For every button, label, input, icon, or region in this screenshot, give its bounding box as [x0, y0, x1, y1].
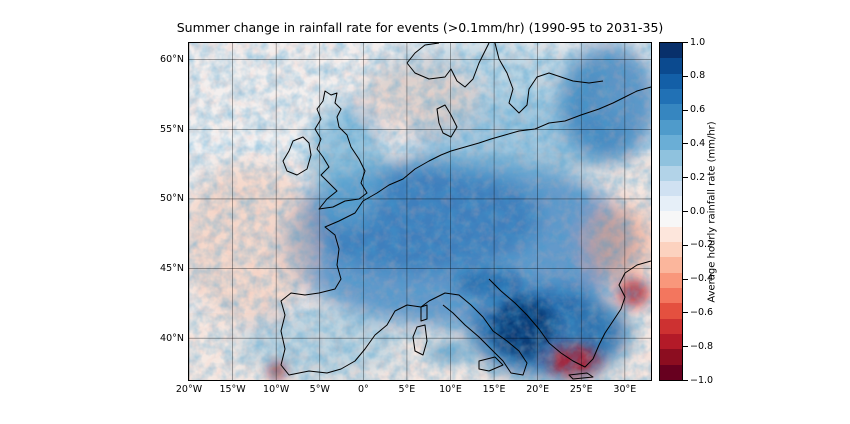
colorbar-tick-mark — [683, 177, 688, 179]
coastline-sardinia — [412, 324, 428, 356]
coastline-balkans-greece — [488, 260, 651, 368]
colorbar-tick-label: −0.8 — [690, 340, 714, 352]
map-svg — [189, 43, 651, 380]
colorbar-tick-mark — [683, 380, 688, 381]
lon-tick-label: 15°E — [482, 384, 506, 395]
coastline-corsica — [420, 304, 428, 322]
colorbar-segment — [660, 303, 682, 319]
colorbar-tick-mark — [683, 143, 688, 145]
colorbar-segment — [660, 211, 682, 227]
colorbar-tick-label: 0.0 — [690, 205, 706, 217]
coastline-italy — [428, 292, 528, 376]
colorbar-tick-label: −0.4 — [690, 273, 714, 285]
colorbar-segment — [660, 288, 682, 304]
coastline-ireland — [282, 136, 312, 176]
colorbar-tick-mark — [683, 278, 688, 280]
colorbar-segment — [660, 73, 682, 89]
colorbar-segment — [660, 88, 682, 105]
colorbar-tick-label: −0.6 — [690, 306, 714, 318]
colorbar-segment — [660, 119, 682, 135]
lon-tick-label: 5°E — [398, 384, 416, 395]
lat-tick-label: 60°N — [160, 54, 184, 66]
colorbar-segment — [660, 196, 682, 212]
colorbar-segment — [660, 349, 682, 365]
lat-tick-label: 45°N — [160, 263, 184, 275]
colorbar-segment — [660, 242, 682, 258]
lon-tick-label: 20°E — [526, 384, 550, 395]
coastline-france-iberia — [280, 200, 430, 376]
lon-tick-label: 5°W — [309, 384, 330, 395]
lon-tick-label: 0° — [357, 384, 369, 395]
colorbar-tick-label: −0.2 — [690, 239, 714, 251]
lon-tick-label: 15°W — [219, 384, 246, 395]
coastline-great-britain — [314, 90, 368, 210]
gridlines — [189, 43, 651, 380]
colorbar-segment — [660, 226, 682, 243]
colorbar-segment — [660, 43, 682, 59]
colorbar-tick-mark — [683, 211, 688, 212]
colorbar-segment — [660, 364, 682, 380]
colorbar-tick-mark — [683, 346, 688, 348]
lon-tick-label: 10°W — [263, 384, 290, 395]
lon-tick-label: 10°E — [439, 384, 462, 395]
texture-red — [189, 43, 651, 380]
coastline-sicily — [478, 356, 504, 372]
colorbar-tick-mark — [683, 75, 688, 77]
lon-tick-label: 25°E — [569, 384, 593, 395]
colorbar-tick-label: 0.6 — [690, 104, 706, 116]
colorbar-segment — [660, 333, 682, 350]
colorbar-segment — [660, 104, 682, 120]
coastline-denmark — [436, 104, 458, 138]
colorbar-tick-label: 0.2 — [690, 171, 706, 183]
coastline-mainland-north — [362, 86, 651, 202]
colorbar-segment — [660, 272, 682, 288]
colorbar-tick-mark — [683, 244, 688, 246]
lat-tick-label: 50°N — [160, 193, 184, 205]
colorbar — [659, 42, 683, 381]
colorbar-segment — [660, 257, 682, 273]
colorbar-tick-label: 0.8 — [690, 70, 706, 82]
coastlines — [280, 43, 651, 380]
coastline-scandinavia — [406, 43, 604, 114]
colorbar-title: Average hourly rainfall rate (mm/hr) — [706, 121, 718, 303]
colorbar-segment — [660, 150, 682, 166]
lat-tick-label: 55°N — [160, 123, 184, 135]
colorbar-tick-label: −1.0 — [690, 374, 714, 386]
colorbar-segment — [660, 134, 682, 151]
colorbar-segment — [660, 165, 682, 181]
map-panel — [188, 42, 652, 381]
colorbar-tick-mark — [683, 312, 688, 314]
map-title: Summer change in rainfall rate for event… — [176, 20, 664, 35]
colorbar-segment — [660, 318, 682, 334]
colorbar-segment — [660, 180, 682, 197]
lon-tick-label: 30°E — [613, 384, 637, 395]
lon-tick-label: 20°W — [175, 384, 203, 395]
colorbar-segment — [660, 58, 682, 74]
colorbar-tick-label: 1.0 — [690, 36, 706, 48]
colorbar-tick-label: 0.4 — [690, 137, 706, 149]
lat-tick-label: 40°N — [160, 332, 184, 344]
colorbar-tick-mark — [683, 109, 688, 111]
coastline-crete — [568, 372, 594, 380]
colorbar-tick-mark — [683, 42, 688, 43]
